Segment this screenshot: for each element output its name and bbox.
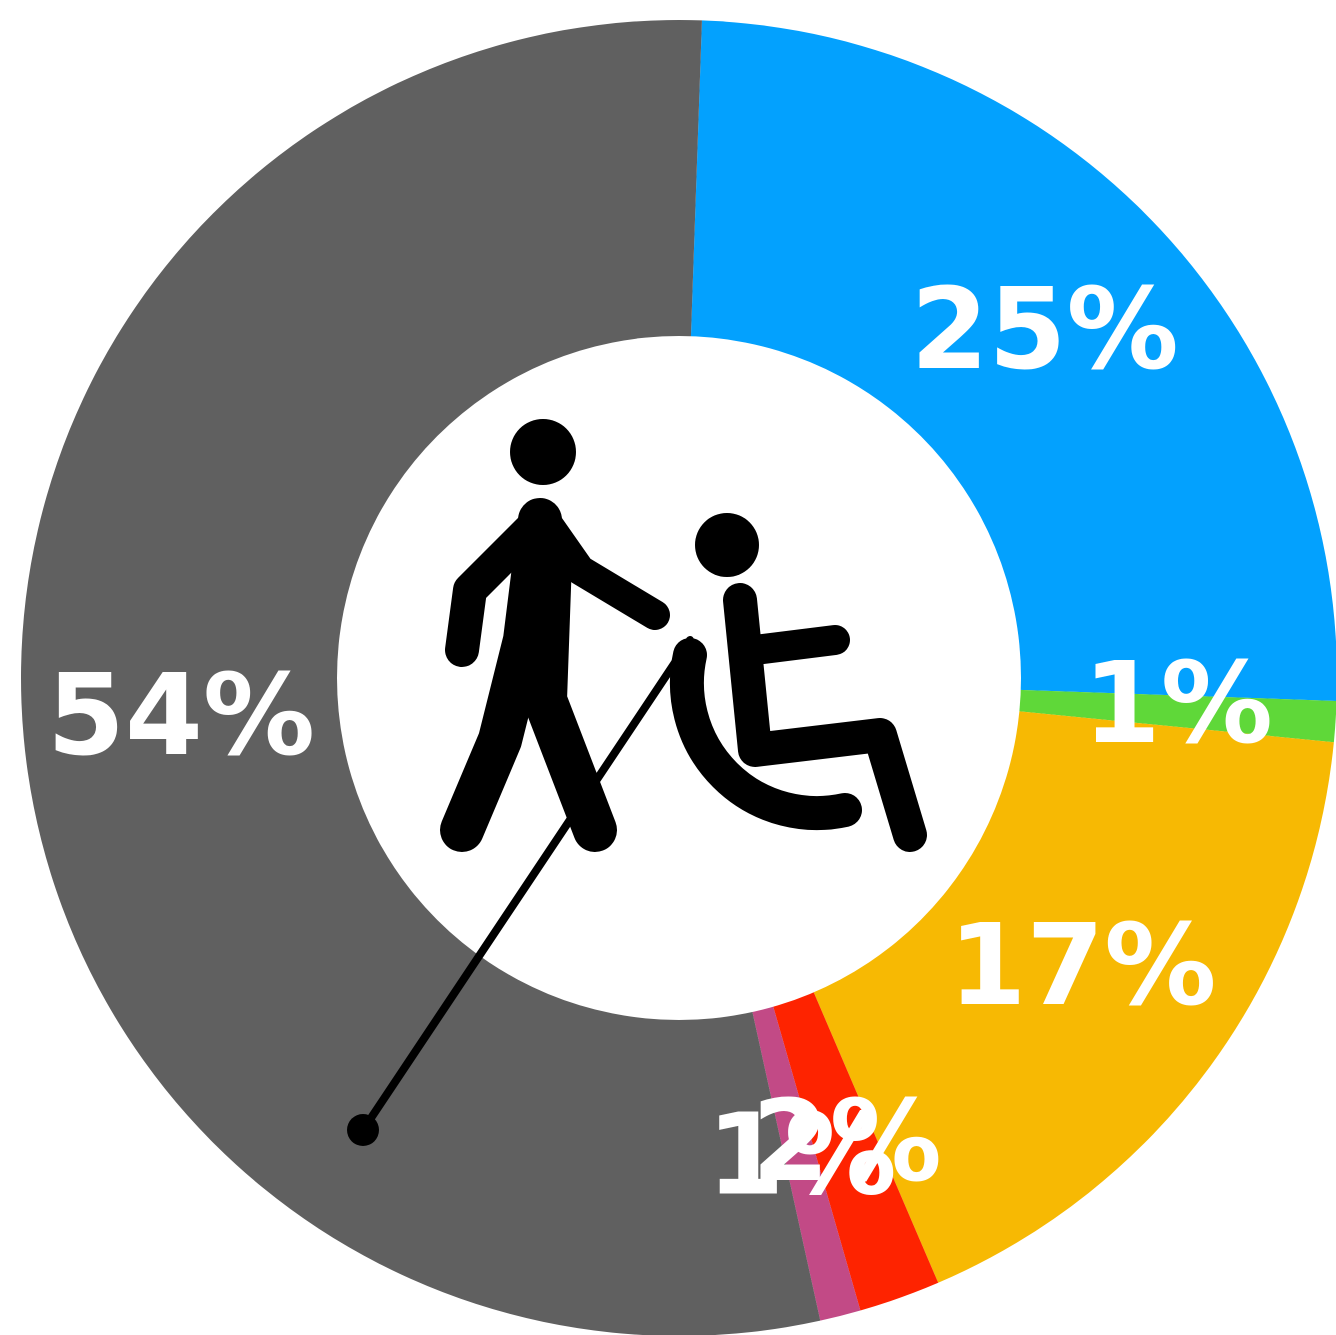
data-label: 25%: [911, 265, 1179, 395]
data-label: 1%: [1083, 639, 1273, 769]
data-label: 2%: [752, 1077, 942, 1207]
labels: 25%1%17%2%1%54%: [47, 265, 1273, 1221]
data-label: 54%: [47, 651, 315, 781]
data-label: 1%: [707, 1090, 897, 1220]
data-label: 17%: [948, 901, 1216, 1031]
accessibility-icon: [347, 419, 927, 1146]
